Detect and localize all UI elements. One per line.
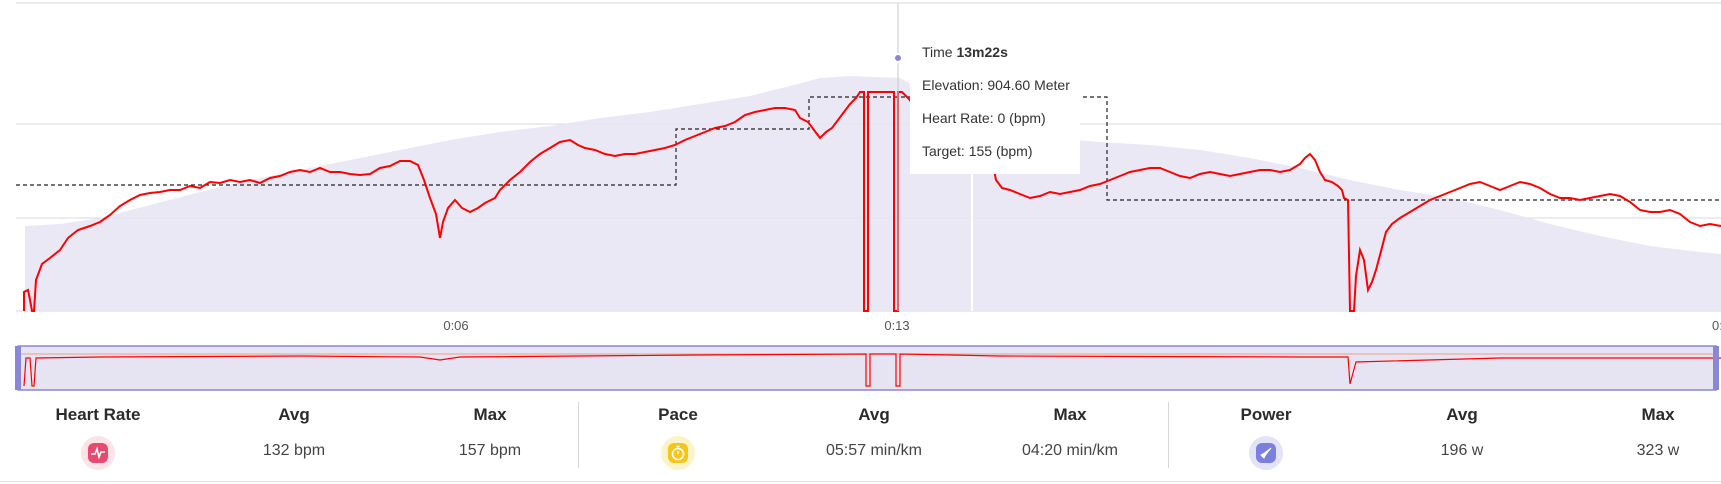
heart-rate-title-col: Heart Rate [0,398,196,475]
power-title-col: Power [1168,398,1364,475]
heart-rate-avg-col: Avg 132 bpm [196,398,392,462]
chart-tooltip: Time 13m22s Elevation: 904.60 Meter Hear… [910,36,1080,174]
power-avg-value: 196 w [1440,442,1484,459]
pace-stats: Pace Avg 05:57 min/km Max 04:20 min/km [580,398,1168,484]
heart-rate-avg-label: Avg [278,405,310,424]
navigator-right-handle[interactable] [1713,346,1719,390]
main-chart[interactable]: 0:06 0:13 0:2 [0,0,1721,330]
tooltip-elevation: Elevation: 904.60 Meter [922,77,1070,93]
power-avg-label: Avg [1446,405,1478,424]
pace-max-col: Max 04:20 min/km [972,398,1168,462]
heart-rate-line [23,91,1721,312]
tooltip-target: Target: 155 (bpm) [922,143,1033,159]
power-max-label: Max [1641,405,1675,424]
x-tick-label: 0:06 [443,318,468,330]
tooltip-time-value: 13m22s [956,44,1008,60]
power-max-value: 323 w [1636,442,1680,459]
power-max-col: Max 323 w [1560,398,1721,462]
heart-rate-max-col: Max 157 bpm [392,398,588,462]
navigator-heart-rate-line [23,353,1721,387]
pace-max-label: Max [1053,405,1087,424]
pace-title: Pace [658,405,698,424]
rocket-icon [1249,436,1283,470]
heart-rate-icon [81,436,115,470]
hover-marker[interactable] [893,53,903,63]
pace-avg-label: Avg [858,405,890,424]
stats-divider [578,402,579,468]
heart-rate-title: Heart Rate [55,405,141,424]
x-tick-label: 0:13 [884,318,909,330]
power-stats: Power Avg 196 w Max 323 w [1168,398,1721,484]
power-title: Power [1240,405,1292,424]
stats-divider [1168,402,1169,468]
pace-max-value: 04:20 min/km [1021,442,1119,459]
pace-title-col: Pace [580,398,776,475]
elevation-area [25,76,1721,311]
power-avg-col: Avg 196 w [1364,398,1560,462]
heart-rate-max-value: 157 bpm [458,442,522,459]
range-navigator[interactable] [0,342,1721,394]
heart-rate-avg-value: 132 bpm [262,442,326,459]
stopwatch-icon [661,436,695,470]
tooltip-time-label: Time [922,44,953,60]
navigator-left-handle[interactable] [15,346,21,390]
x-tick-label: 0:2 [1712,318,1721,330]
heart-rate-max-label: Max [473,405,507,424]
tooltip-heart-rate: Heart Rate: 0 (bpm) [922,110,1046,126]
bottom-border [0,481,1721,482]
stats-row: Heart Rate Avg 132 bpm Max 157 bpm Pace [0,398,1721,484]
pace-avg-col: Avg 05:57 min/km [776,398,972,462]
heart-rate-stats: Heart Rate Avg 132 bpm Max 157 bpm [0,398,588,484]
tooltip-time: Time 13m22s [922,36,1080,69]
navigator-selection[interactable] [17,345,1717,391]
pace-avg-value: 05:57 min/km [825,442,923,459]
